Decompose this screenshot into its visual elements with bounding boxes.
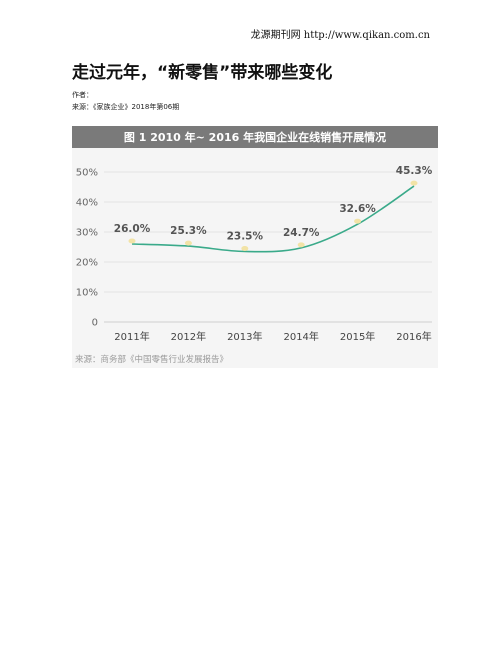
figure-source: 来源：商务部《中国零售行业发展报告》 — [75, 354, 228, 365]
data-label: 24.7% — [283, 227, 320, 239]
chart-title-bar — [72, 126, 438, 148]
data-label: 26.0% — [114, 223, 151, 235]
data-point — [410, 180, 418, 186]
data-point — [297, 242, 305, 248]
y-tick-label: 50% — [76, 168, 98, 179]
data-label: 32.6% — [339, 203, 376, 215]
x-tick-label: 2013年 — [227, 330, 262, 343]
data-label: 45.3% — [396, 165, 433, 177]
data-label: 25.3% — [170, 225, 207, 237]
x-tick-label: 2011年 — [114, 330, 149, 343]
data-point — [128, 238, 136, 244]
line-chart: 图 1 2010 年~ 2016 年我国企业在线销售开展情况 0 10% 20% 30… — [72, 126, 438, 365]
y-tick-label: 20% — [76, 258, 98, 269]
site-header: 龙源期刊网 http://www.qikan.com.cn — [250, 30, 430, 41]
data-point — [241, 246, 249, 251]
series-line — [131, 185, 415, 253]
y-tick-label: 0 — [92, 318, 98, 329]
chart-title: 图 1 2010 年~ 2016 年我国企业在线销售开展情况 — [124, 130, 386, 144]
y-tick-label: 40% — [76, 198, 98, 209]
x-tick-label: 2014年 — [283, 330, 318, 343]
data-point — [354, 218, 362, 224]
x-tick-label: 2016年 — [396, 330, 431, 343]
y-tick-label: 10% — [76, 288, 98, 299]
source-line: 来源：《家族企业》2018年第06期 — [72, 103, 180, 111]
chart-figure: 图 1 2010 年~ 2016 年我国企业在线销售开展情况 0 10% 20% 30… — [72, 126, 438, 368]
x-tick-label: 2012年 — [171, 330, 206, 343]
data-label: 23.5% — [227, 231, 264, 243]
x-tick-label: 2015年 — [340, 330, 375, 343]
article-title: 走过元年，“新零售”带来哪些变化 — [72, 63, 333, 83]
author-line: 作者： — [72, 91, 93, 99]
data-point — [184, 240, 192, 246]
y-tick-label: 30% — [76, 228, 98, 239]
